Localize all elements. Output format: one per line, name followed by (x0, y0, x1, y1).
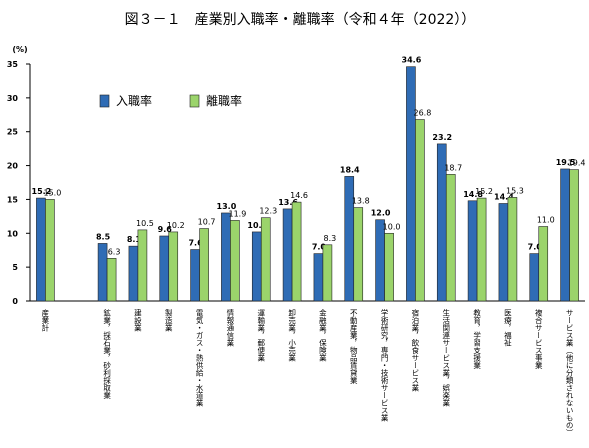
x-tick-label: 産業計 (41, 308, 50, 333)
value-label: 18.7 (444, 163, 462, 172)
value-label: 13.8 (352, 197, 370, 206)
x-tick-label: 卸売業，小売業 (287, 308, 296, 363)
value-label: 13.0 (217, 202, 237, 211)
x-tick-label: 建設業 (133, 308, 142, 333)
y-tick-label: 10 (7, 229, 19, 238)
y-tick-label: 5 (12, 263, 18, 272)
x-tick-label: 複合サービス事業 (534, 308, 543, 371)
x-tick-label: 運輸業，郵便業 (257, 309, 266, 363)
bar (190, 249, 200, 302)
bar (137, 229, 148, 302)
bar (322, 244, 333, 302)
value-label: 15.3 (506, 186, 524, 195)
value-label: 15.2 (475, 187, 493, 196)
legend-swatch (99, 94, 110, 108)
value-label: 23.2 (432, 133, 452, 142)
bar (221, 212, 231, 302)
x-tick-label: 宿泊業，飲食サービス業 (411, 308, 420, 393)
bar (313, 253, 324, 302)
y-tick-label: 0 (12, 297, 18, 306)
bar (507, 197, 518, 302)
value-label: 14.6 (290, 191, 308, 200)
y-tick-label: 25 (7, 128, 19, 137)
value-label: 19.4 (568, 159, 586, 168)
value-label: 12.0 (371, 209, 391, 218)
bar (230, 220, 240, 302)
bar (45, 199, 55, 302)
value-label: 18.4 (340, 165, 360, 174)
y-tick-label: 35 (7, 60, 19, 69)
bar (36, 197, 46, 302)
bar (375, 219, 385, 302)
value-label: 8.1 (127, 235, 142, 244)
value-label: 15.0 (44, 188, 62, 197)
value-label: 11.0 (537, 216, 555, 225)
value-label: 9.6 (158, 225, 173, 234)
bar (128, 245, 139, 302)
x-tick-label: 鉱業，採石業，砂利採取業 (102, 308, 111, 401)
y-tick-label: 20 (7, 162, 19, 171)
chart-title: 図３－１ 産業別入職率・離職率（令和４年（2022）） (125, 11, 476, 28)
bar (498, 203, 509, 302)
value-label: 10.2 (247, 221, 267, 230)
x-tick-label: 製造業 (164, 308, 173, 333)
x-tick-label: 電気・ガス・熱供給・水道業 (195, 309, 204, 408)
legend-swatch (189, 94, 200, 108)
bar (291, 201, 302, 302)
bar (260, 217, 271, 302)
bar (344, 176, 355, 302)
y-axis-label: (%) (12, 45, 27, 54)
value-label: 10.2 (167, 221, 185, 230)
value-label: 15.2 (32, 187, 52, 196)
bar (97, 243, 108, 302)
value-label: 7.0 (528, 243, 543, 252)
bar (159, 235, 170, 302)
x-tick-label: 医療，福祉 (503, 309, 512, 348)
bar (569, 169, 579, 302)
bar (445, 174, 456, 302)
bar (282, 208, 293, 302)
value-label: 14.4 (494, 192, 514, 201)
value-label: 34.6 (402, 56, 422, 65)
x-tick-label: 学術研究，専門・技術サービス業 (380, 308, 389, 423)
value-label: 10.7 (198, 218, 216, 227)
x-tick-label: サービス業（他に分類されないもの） (565, 309, 574, 437)
value-label: 7.0 (312, 243, 327, 252)
bar (353, 207, 364, 302)
x-tick-label: 教育，学習支援業 (472, 308, 481, 371)
bar (168, 231, 179, 302)
bar (529, 253, 540, 302)
bar (476, 197, 487, 302)
x-tick-label: 不動産業，物品賃貸業 (349, 309, 358, 386)
value-label: 13.6 (278, 198, 298, 207)
y-tick-label: 15 (7, 195, 19, 204)
bar (384, 232, 394, 302)
x-tick-label: 金融業，保険業 (318, 308, 327, 363)
value-label: 26.8 (414, 109, 432, 118)
bar (415, 119, 425, 302)
x-tick-label: 生活関連サービス業，娯楽業 (442, 308, 451, 408)
value-label: 10.5 (136, 219, 154, 228)
bar (406, 66, 416, 302)
value-label: 8.3 (324, 234, 337, 243)
bar (467, 200, 478, 302)
bar (199, 228, 209, 302)
bar (560, 168, 570, 302)
value-label: 6.3 (108, 247, 121, 256)
y-tick-label: 30 (7, 94, 19, 103)
legend-label: 入職率 (116, 93, 152, 108)
value-label: 10.0 (383, 222, 401, 231)
legend-label: 離職率 (206, 93, 242, 108)
value-label: 11.9 (229, 209, 247, 218)
value-label: 19.5 (556, 158, 576, 167)
bar (538, 226, 549, 302)
bar (106, 258, 117, 302)
value-label: 8.5 (96, 232, 111, 241)
x-tick-label: 情報通信業 (226, 308, 235, 348)
value-label: 14.8 (463, 190, 483, 199)
value-label: 12.3 (259, 207, 277, 216)
bar (251, 231, 262, 302)
value-label: 7.6 (188, 239, 203, 248)
